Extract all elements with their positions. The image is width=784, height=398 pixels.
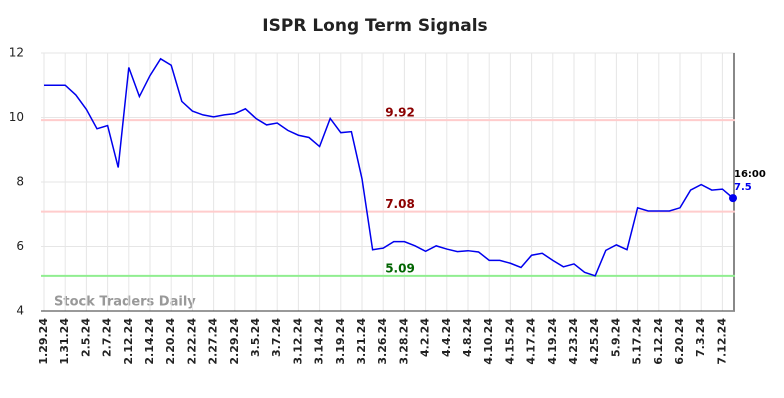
x-tick-label: 4.19.24	[546, 318, 559, 365]
y-tick-label: 12	[9, 46, 24, 60]
x-tick-label: 4.10.24	[482, 318, 495, 365]
signal-label: 9.92	[385, 106, 415, 120]
x-tick-label: 2.14.24	[143, 318, 156, 365]
x-tick-label: 2.12.24	[122, 318, 135, 365]
signal-label: 7.08	[385, 197, 415, 211]
last-value-label: 7.5	[734, 182, 752, 193]
x-tick-label: 4.17.24	[525, 318, 538, 365]
x-tick-label: 3.21.24	[355, 318, 368, 365]
x-tick-label: 4.23.24	[567, 318, 580, 365]
signal-label: 5.09	[385, 261, 415, 275]
x-tick-label: 2.20.24	[164, 318, 177, 365]
y-tick-label: 8	[16, 175, 24, 189]
x-tick-label: 2.29.24	[228, 318, 241, 365]
x-tick-label: 3.7.24	[270, 318, 283, 357]
x-tick-label: 2.22.24	[185, 318, 198, 365]
x-tick-label: 3.26.24	[376, 318, 389, 365]
y-tick-label: 10	[9, 110, 24, 124]
x-tick-label: 1.31.24	[58, 318, 71, 365]
time-label: 16:00	[734, 169, 766, 180]
chart-title: ISPR Long Term Signals	[262, 16, 487, 36]
x-tick-label: 3.28.24	[397, 318, 410, 365]
x-tick-label: 2.7.24	[101, 318, 114, 357]
y-tick-label: 4	[16, 304, 24, 318]
x-tick-label: 1.29.24	[37, 318, 50, 365]
x-tick-label: 5.17.24	[631, 318, 644, 365]
x-tick-label: 7.3.24	[694, 318, 707, 357]
price-line	[44, 57, 734, 277]
x-tick-label: 4.4.24	[440, 318, 453, 357]
x-tick-label: 7.12.24	[715, 318, 728, 365]
x-tick-label: 4.8.24	[461, 318, 474, 357]
watermark: Stock Traders Daily	[54, 295, 196, 310]
x-tick-label: 3.19.24	[334, 318, 347, 365]
x-tick-label: 3.5.24	[249, 318, 262, 357]
x-tick-label: 5.9.24	[609, 318, 622, 357]
x-tick-label: 4.25.24	[588, 318, 601, 365]
x-tick-label: 6.20.24	[673, 318, 686, 365]
x-tick-label: 2.27.24	[207, 318, 220, 365]
y-tick-label: 6	[16, 239, 24, 253]
x-tick-label: 4.15.24	[503, 318, 516, 365]
x-tick-label: 6.12.24	[652, 318, 665, 365]
x-tick-label: 2.5.24	[79, 318, 92, 357]
x-tick-label: 3.14.24	[313, 318, 326, 365]
x-tick-label: 3.12.24	[291, 318, 304, 365]
x-tick-label: 4.2.24	[419, 318, 432, 357]
last-point	[729, 194, 737, 203]
